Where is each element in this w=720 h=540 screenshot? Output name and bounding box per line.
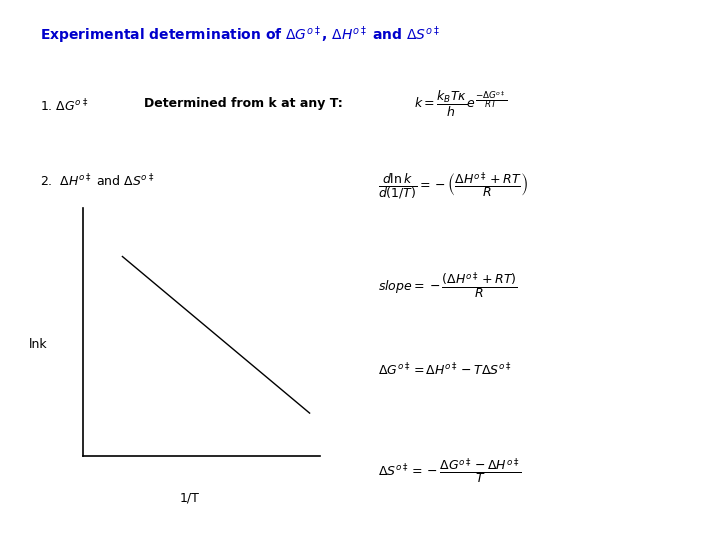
Text: 1. $\Delta G^{o\ddagger}$: 1. $\Delta G^{o\ddagger}$ (40, 97, 88, 114)
Text: $slope = -\dfrac{(\Delta H^{o\ddagger} + RT)}{R}$: $slope = -\dfrac{(\Delta H^{o\ddagger} +… (378, 270, 518, 300)
Text: $k = \dfrac{k_B T\kappa}{h} e^{\dfrac{-\Delta G^{o\ddagger}}{RT}}$: $k = \dfrac{k_B T\kappa}{h} e^{\dfrac{-\… (414, 89, 507, 119)
Text: $\Delta G^{o\ddagger} = \Delta H^{o\ddagger} - T\Delta S^{o\ddagger}$: $\Delta G^{o\ddagger} = \Delta H^{o\ddag… (378, 362, 512, 379)
Text: Determined from k at any T:: Determined from k at any T: (144, 97, 343, 110)
Text: Experimental determination of $\Delta G^{o\ddagger}$, $\Delta H^{o\ddagger}$ and: Experimental determination of $\Delta G^… (40, 24, 440, 46)
Text: $\Delta S^{o\ddagger} = -\dfrac{\Delta G^{o\ddagger} - \Delta H^{o\ddagger}}{T}$: $\Delta S^{o\ddagger} = -\dfrac{\Delta G… (378, 456, 522, 486)
Text: $\dfrac{d\ln k}{d(1/T)} = -\left(\dfrac{\Delta H^{o\ddagger} + RT}{R}\right)$: $\dfrac{d\ln k}{d(1/T)} = -\left(\dfrac{… (378, 170, 528, 201)
Text: lnk: lnk (29, 338, 48, 351)
Text: 1/T: 1/T (180, 491, 199, 504)
Text: 2.  $\Delta H^{o\ddagger}$ and $\Delta S^{o\ddagger}$: 2. $\Delta H^{o\ddagger}$ and $\Delta S^… (40, 173, 154, 190)
